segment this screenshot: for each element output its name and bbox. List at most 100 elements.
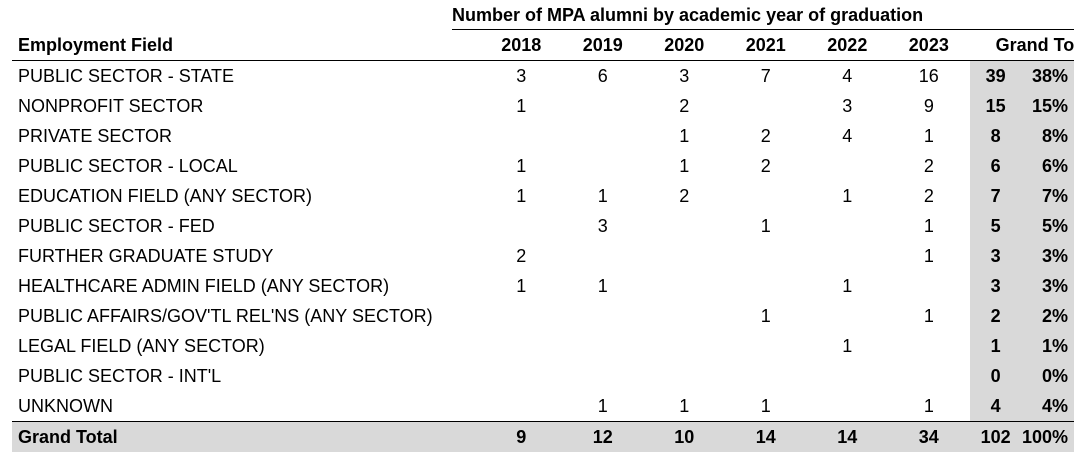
year-count-cell: 16 (918, 65, 939, 86)
row-percent-cell: 8% (1021, 121, 1074, 151)
row-percent-cell: 4% (1021, 391, 1074, 422)
table-row: NONPROFIT SECTOR 1 2 3 9 15 15% (12, 91, 1074, 121)
year-count-cell (480, 301, 562, 331)
grand-total-2019: 12 (562, 421, 644, 452)
table-row: PUBLIC SECTOR - STATE 3 6 3 7 4 16 39 38% (12, 60, 1074, 91)
year-count-cell (888, 271, 970, 301)
employment-field-cell: PUBLIC SECTOR - LOCAL (18, 155, 238, 176)
year-count-cell (562, 121, 644, 151)
year-count-cell: 3 (516, 65, 527, 86)
year-count-cell: 1 (923, 395, 934, 416)
table-row: PUBLIC SECTOR - INT'L 0 0% (12, 361, 1074, 391)
year-count-cell: 1 (842, 275, 853, 296)
row-total-cell: 1 (969, 331, 1022, 361)
header-year-2018: 2018 (480, 30, 562, 61)
grand-total-label: Grand Total (12, 421, 481, 452)
year-count-cell: 2 (760, 125, 771, 146)
table-row: UNKNOWN 1 1 1 1 4 4% (12, 391, 1074, 422)
year-count-cell: 1 (923, 305, 934, 326)
header-grand-total: Grand Total (969, 30, 1074, 61)
row-percent-cell: 38% (1021, 60, 1074, 91)
row-total-cell: 3 (969, 241, 1022, 271)
year-count-cell: 3 (597, 215, 608, 236)
year-count-cell (480, 361, 562, 391)
year-count-cell: 1 (842, 185, 853, 206)
employment-field-cell: NONPROFIT SECTOR (18, 95, 204, 116)
year-count-cell (644, 301, 726, 331)
year-count-cell (562, 301, 644, 331)
year-count-cell: 2 (516, 245, 527, 266)
year-count-cell: 1 (760, 395, 771, 416)
year-count-cell (562, 241, 644, 271)
year-count-cell: 1 (842, 335, 853, 356)
year-count-cell: 4 (842, 65, 853, 86)
header-year-2022: 2022 (806, 30, 889, 61)
employment-field-cell: UNKNOWN (18, 395, 113, 416)
year-count-cell (807, 391, 889, 422)
table-row: PUBLIC SECTOR - FED 3 1 1 5 5% (12, 211, 1074, 241)
year-count-cell (807, 151, 889, 181)
header-row: Employment Field 2018 2019 2020 2021 202… (12, 30, 1074, 61)
year-count-cell (562, 91, 644, 121)
grand-total-2022: 14 (806, 421, 889, 452)
year-count-cell (888, 331, 970, 361)
year-count-cell (725, 361, 807, 391)
year-count-cell (562, 151, 644, 181)
table-row: PUBLIC SECTOR - LOCAL 1 1 2 2 6 6% (12, 151, 1074, 181)
year-count-cell (480, 211, 562, 241)
year-count-cell (644, 361, 726, 391)
row-total-cell: 3 (969, 271, 1022, 301)
grand-total-2021: 14 (725, 421, 807, 452)
year-count-cell: 2 (679, 95, 690, 116)
alumni-table: Number of MPA alumni by academic year of… (12, 0, 1074, 452)
grand-total-pct: 100% (1021, 421, 1074, 452)
row-percent-cell: 3% (1021, 241, 1074, 271)
row-percent-cell: 2% (1021, 301, 1074, 331)
year-count-cell: 7 (760, 65, 771, 86)
year-count-cell: 4 (842, 125, 853, 146)
table-row: PUBLIC AFFAIRS/GOV'TL REL'NS (ANY SECTOR… (12, 301, 1074, 331)
table-super-header: Number of MPA alumni by academic year of… (12, 0, 1074, 30)
row-percent-cell: 7% (1021, 181, 1074, 211)
data-table: Employment Field 2018 2019 2020 2021 202… (12, 30, 1074, 452)
row-percent-cell: 0% (1021, 361, 1074, 391)
year-count-cell: 1 (597, 185, 608, 206)
table-row: HEALTHCARE ADMIN FIELD (ANY SECTOR) 1 1 1 3 3… (12, 271, 1074, 301)
year-count-cell (807, 211, 889, 241)
row-total-cell: 5 (969, 211, 1022, 241)
employment-field-cell: HEALTHCARE ADMIN FIELD (ANY SECTOR) (18, 275, 390, 296)
row-percent-cell: 1% (1021, 331, 1074, 361)
employment-field-cell: FURTHER GRADUATE STUDY (18, 245, 274, 266)
header-year-2021: 2021 (725, 30, 807, 61)
row-total-cell: 4 (969, 391, 1022, 422)
year-count-cell (644, 211, 726, 241)
employment-field-cell: LEGAL FIELD (ANY SECTOR) (18, 335, 265, 356)
year-count-cell (480, 391, 562, 422)
header-year-2019: 2019 (562, 30, 644, 61)
year-count-cell: 3 (679, 65, 690, 86)
row-total-cell: 2 (969, 301, 1022, 331)
row-total-cell: 6 (969, 151, 1022, 181)
employment-field-cell: EDUCATION FIELD (ANY SECTOR) (18, 185, 313, 206)
year-count-cell: 1 (923, 245, 934, 266)
grand-total-2023: 34 (888, 421, 970, 452)
year-count-cell (807, 361, 889, 391)
year-count-cell: 1 (923, 125, 934, 146)
year-count-cell: 2 (679, 185, 690, 206)
year-count-cell: 2 (923, 185, 934, 206)
year-count-cell: 1 (516, 95, 527, 116)
year-count-cell (562, 331, 644, 361)
row-percent-cell: 15% (1021, 91, 1074, 121)
year-count-cell: 1 (679, 395, 690, 416)
employment-field-cell: PUBLIC SECTOR - INT'L (18, 365, 222, 386)
employment-field-cell: PUBLIC SECTOR - STATE (18, 65, 235, 86)
year-count-cell: 1 (597, 395, 608, 416)
year-count-cell (725, 241, 807, 271)
table-row: PRIVATE SECTOR 1 2 4 1 8 8% (12, 121, 1074, 151)
year-count-cell: 6 (597, 65, 608, 86)
year-count-cell: 1 (679, 155, 690, 176)
table-title: Number of MPA alumni by academic year of… (452, 5, 924, 25)
grand-total-count: 102 (969, 421, 1022, 452)
year-count-cell (480, 331, 562, 361)
row-total-cell: 7 (969, 181, 1022, 211)
